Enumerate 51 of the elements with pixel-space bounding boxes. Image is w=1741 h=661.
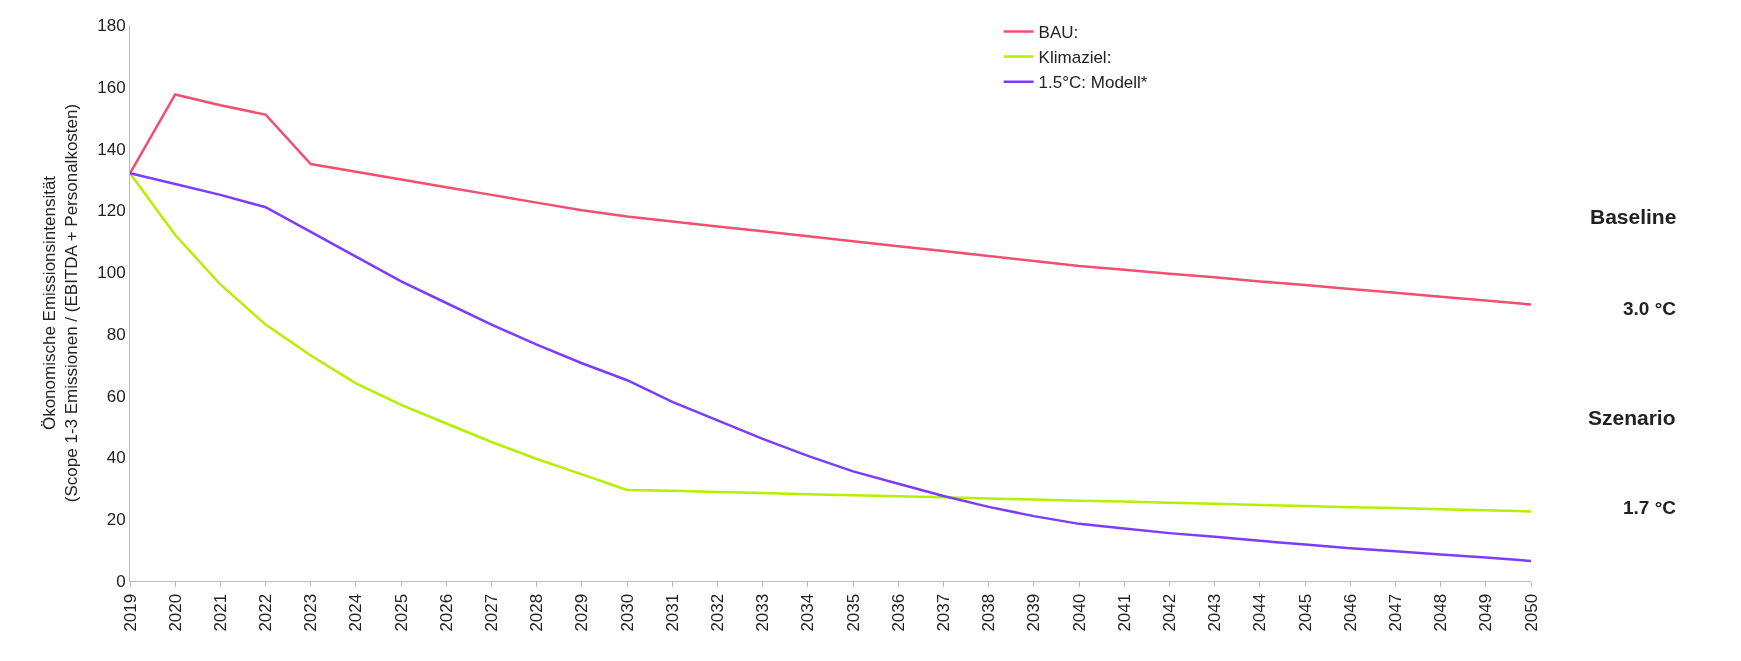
x-tick-label: 2022 xyxy=(256,593,276,632)
x-tick-label: 2021 xyxy=(210,593,230,632)
x-tick-label: 2038 xyxy=(979,593,999,632)
legend-label: Klimaziel: xyxy=(1038,48,1112,68)
y-tick-label: 0 xyxy=(116,571,126,591)
x-tick-label: 2049 xyxy=(1476,593,1496,632)
legend-label: 1.5°C: Modell* xyxy=(1038,73,1148,93)
y-tick-label: 60 xyxy=(106,386,126,406)
x-tick-label: 2019 xyxy=(120,593,140,632)
y-tick-label: 80 xyxy=(106,324,126,344)
x-tick-label: 2043 xyxy=(1205,593,1225,632)
x-tick-label: 2023 xyxy=(301,593,321,632)
x-tick-label: 2020 xyxy=(165,593,185,632)
x-tick-label: 2040 xyxy=(1069,593,1089,632)
y-tick-label: 140 xyxy=(97,139,126,159)
x-tick-label: 2037 xyxy=(934,593,954,632)
x-tick-label: 2042 xyxy=(1159,593,1179,632)
x-tick-label: 2046 xyxy=(1340,593,1360,632)
x-tick-label: 2026 xyxy=(436,593,456,632)
x-tick-label: 2036 xyxy=(888,593,908,632)
x-tick-label: 2024 xyxy=(346,593,366,632)
y-tick-label: 180 xyxy=(97,15,126,35)
legend-label: BAU: xyxy=(1038,23,1079,43)
text: Szenario xyxy=(1588,406,1676,429)
x-tick-label: 2044 xyxy=(1250,593,1270,632)
line-series xyxy=(130,93,1531,306)
x-tick-label: 2025 xyxy=(391,593,411,632)
y-tick-label: 100 xyxy=(97,263,126,283)
x-tick-label: 2048 xyxy=(1431,593,1451,632)
x-tick-label: 2050 xyxy=(1521,593,1541,632)
x-tick-label: 2039 xyxy=(1024,593,1044,632)
x-tick-label: 2028 xyxy=(527,593,547,632)
x-tick-label: 2029 xyxy=(572,593,592,632)
y-tick-label: 160 xyxy=(97,77,126,97)
y-axis-title: Ökonomische Emissionsintensität (Scope 1-3 Emissionen / (EBITDA + Personalkosten) xyxy=(39,103,81,503)
x-tick-label: 2035 xyxy=(843,593,863,632)
x-tick-label: 2030 xyxy=(617,593,637,632)
text: Baseline xyxy=(1590,205,1677,228)
text: 3.0 °C xyxy=(1623,298,1677,319)
text: 1.7 °C xyxy=(1623,497,1677,518)
x-tick-label: 2027 xyxy=(482,593,502,632)
x-tick-label: 2041 xyxy=(1114,593,1134,632)
x-tick-label: 2031 xyxy=(662,593,682,632)
x-tick-label: 2033 xyxy=(753,593,773,632)
y-tick-label: 20 xyxy=(106,510,126,530)
x-tick-label: 2047 xyxy=(1385,593,1405,632)
x-tick-label: 2045 xyxy=(1295,593,1315,632)
y-tick-label: 40 xyxy=(106,448,126,468)
y-tick-label: 120 xyxy=(97,201,126,221)
x-tick-label: 2034 xyxy=(798,593,818,632)
x-tick-label: 2032 xyxy=(708,593,728,632)
